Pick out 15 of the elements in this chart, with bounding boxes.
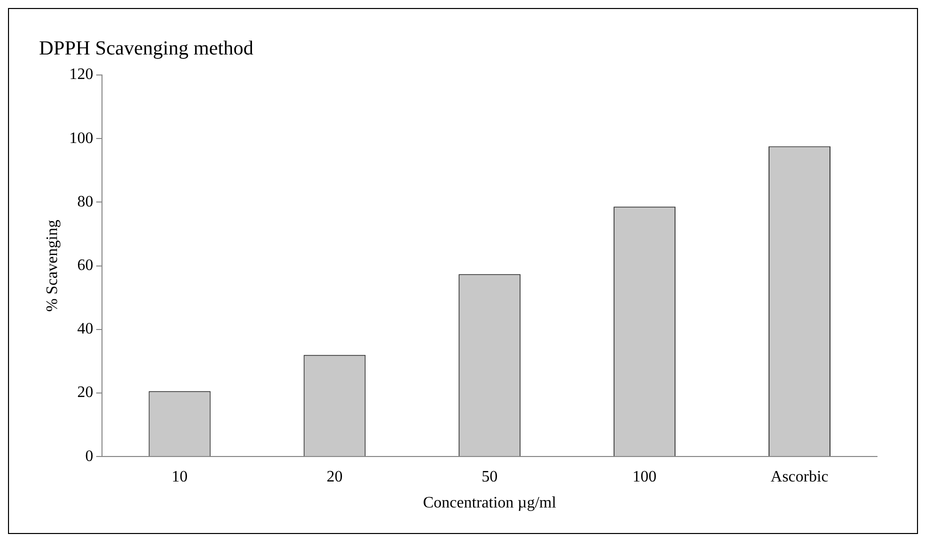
y-tick-label: 20 (77, 384, 94, 402)
y-tick-label: 80 (77, 193, 94, 210)
y-tick-label: 60 (77, 257, 94, 274)
y-tick-label: 100 (69, 130, 94, 147)
y-axis-title: % Scavenging (44, 220, 61, 312)
x-tick-label: 10 (172, 468, 188, 486)
y-tick-label: 120 (69, 66, 94, 84)
y-tick-label: 40 (77, 320, 94, 338)
chart-title: DPPH Scavenging method (39, 37, 254, 60)
x-tick-label: 20 (326, 468, 343, 486)
y-tick-label: 0 (85, 448, 94, 465)
x-axis-title: Concentration µg/ml (423, 494, 557, 512)
x-tick-label: 100 (632, 468, 657, 486)
x-tick-label: 50 (482, 468, 498, 486)
x-tick-label: Ascorbic (770, 468, 828, 486)
